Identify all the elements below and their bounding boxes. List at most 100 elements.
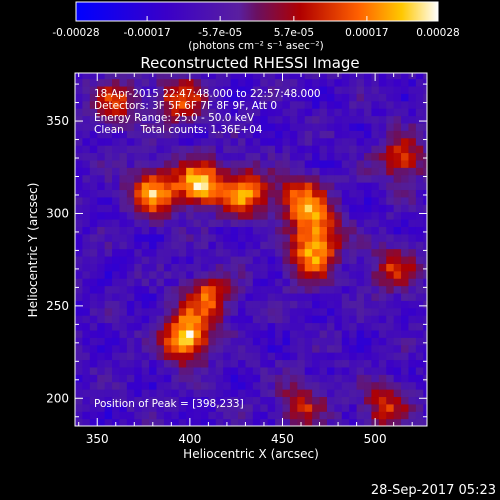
heatmap-cell [334, 403, 343, 412]
heatmap-cell [423, 226, 427, 235]
heatmap-cell [275, 130, 284, 139]
heatmap-cell [89, 100, 98, 109]
heatmap-cell [415, 115, 424, 124]
heatmap-cell [126, 285, 135, 294]
heatmap-cell [260, 115, 269, 124]
heatmap-cell [260, 108, 269, 117]
heatmap-cell [156, 322, 165, 331]
heatmap-cell [401, 226, 410, 235]
heatmap-cell [104, 403, 113, 412]
heatmap-cell [341, 411, 350, 420]
heatmap-cell [252, 374, 261, 383]
heatmap-cell [149, 396, 158, 405]
heatmap-cell [408, 159, 417, 168]
heatmap-cell [171, 403, 180, 412]
heatmap-cell [312, 78, 321, 87]
heatmap-cell [119, 189, 128, 198]
heatmap-cell [423, 344, 427, 353]
heatmap-cell [319, 241, 328, 250]
heatmap-cell [364, 204, 373, 213]
heatmap-cell [238, 285, 247, 294]
heatmap-cell [200, 152, 209, 161]
heatmap-cell [193, 130, 202, 139]
heatmap-cell [356, 396, 365, 405]
heatmap-cell [415, 315, 424, 324]
heatmap-cell [423, 122, 427, 131]
heatmap-cell [208, 219, 217, 227]
heatmap-cell [401, 100, 410, 109]
heatmap-cell [341, 403, 350, 412]
heatmap-cell [415, 174, 424, 183]
heatmap-cell [126, 337, 135, 346]
heatmap-cell [245, 115, 254, 124]
heatmap-cell [178, 359, 187, 368]
heatmap-cell [393, 174, 402, 183]
heatmap-cell [230, 285, 239, 294]
heatmap-cell [82, 100, 91, 109]
heatmap-cell [378, 418, 387, 426]
heatmap-cell [356, 292, 365, 301]
heatmap-cell [341, 352, 350, 361]
heatmap-cell [393, 204, 402, 213]
heatmap-cell [215, 241, 224, 250]
heatmap-cell [171, 233, 180, 242]
heatmap-cell [401, 189, 410, 198]
heatmap-cell [82, 85, 91, 94]
heatmap-cell [356, 241, 365, 250]
heatmap-cell [297, 270, 306, 279]
heatmap-cell [297, 152, 306, 161]
heatmap-cell [341, 115, 350, 124]
heatmap-cell [171, 226, 180, 235]
heatmap-cell [319, 152, 328, 161]
heatmap-cell [326, 219, 335, 227]
heatmap-cell [386, 100, 395, 109]
heatmap-cell [163, 100, 172, 109]
heatmap-cell [238, 241, 247, 250]
heatmap-cell [260, 182, 269, 191]
heatmap-cell [401, 300, 410, 309]
heatmap-cell [193, 196, 202, 205]
heatmap-cell [245, 122, 254, 131]
heatmap-cell [97, 366, 106, 375]
heatmap-cell [401, 374, 410, 383]
heatmap-cell [371, 145, 380, 154]
heatmap-cell [223, 292, 232, 301]
heatmap-cell [230, 219, 239, 227]
heatmap-cell [97, 78, 106, 87]
heatmap-cell [149, 100, 158, 109]
heatmap-cell [378, 248, 387, 257]
heatmap-cell [393, 359, 402, 368]
heatmap-cell [112, 359, 121, 368]
heatmap-cell [393, 366, 402, 375]
heatmap-cell [119, 130, 128, 139]
heatmap-cell [341, 137, 350, 146]
heatmap-cell [178, 145, 187, 154]
heatmap-cell [208, 292, 217, 301]
heatmap-cell [193, 152, 202, 161]
heatmap-cell [245, 93, 254, 102]
heatmap-cell [186, 248, 195, 257]
heatmap-cell [304, 270, 313, 279]
heatmap-cell [386, 285, 395, 294]
heatmap-cell [326, 73, 335, 80]
heatmap-cell [193, 167, 202, 176]
heatmap-cell [252, 418, 261, 426]
heatmap-cell [415, 418, 424, 426]
heatmap-cell [215, 403, 224, 412]
heatmap-cell [415, 300, 424, 309]
heatmap-cell [312, 322, 321, 331]
heatmap-cell [245, 255, 254, 264]
heatmap-cell [312, 248, 321, 257]
heatmap-cell [141, 130, 150, 139]
heatmap-cell [267, 278, 276, 287]
heatmap-cell [289, 189, 298, 198]
heatmap-cell [178, 300, 187, 309]
heatmap-cell [260, 167, 269, 176]
heatmap-cell [126, 389, 135, 398]
heatmap-cell [260, 403, 269, 412]
heatmap-cell [282, 381, 291, 390]
heatmap-cell [126, 418, 135, 426]
heatmap-cell [289, 122, 298, 131]
heatmap-cell [260, 278, 269, 287]
heatmap-cell [423, 248, 427, 257]
